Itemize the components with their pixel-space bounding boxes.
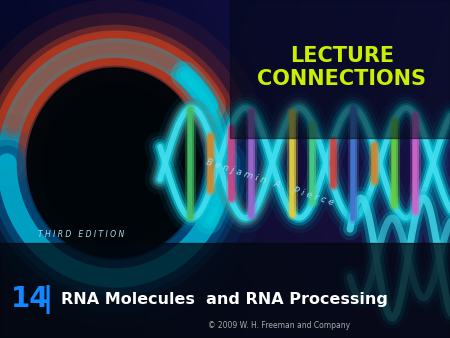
Text: 14: 14 bbox=[11, 285, 50, 313]
Polygon shape bbox=[27, 68, 203, 258]
Text: RNA Molecules  and RNA Processing: RNA Molecules and RNA Processing bbox=[61, 292, 387, 307]
Text: |: | bbox=[42, 285, 52, 314]
Polygon shape bbox=[230, 0, 450, 138]
Polygon shape bbox=[0, 243, 450, 338]
Text: LECTURE
CONNECTIONS: LECTURE CONNECTIONS bbox=[257, 46, 427, 89]
Text: T H I R D   E D I T I O N: T H I R D E D I T I O N bbox=[38, 231, 125, 239]
Text: © 2009 W. H. Freeman and Company: © 2009 W. H. Freeman and Company bbox=[208, 320, 350, 330]
Text: B e n j a m i n   A .   P i e r c e: B e n j a m i n A . P i e r c e bbox=[205, 158, 335, 208]
